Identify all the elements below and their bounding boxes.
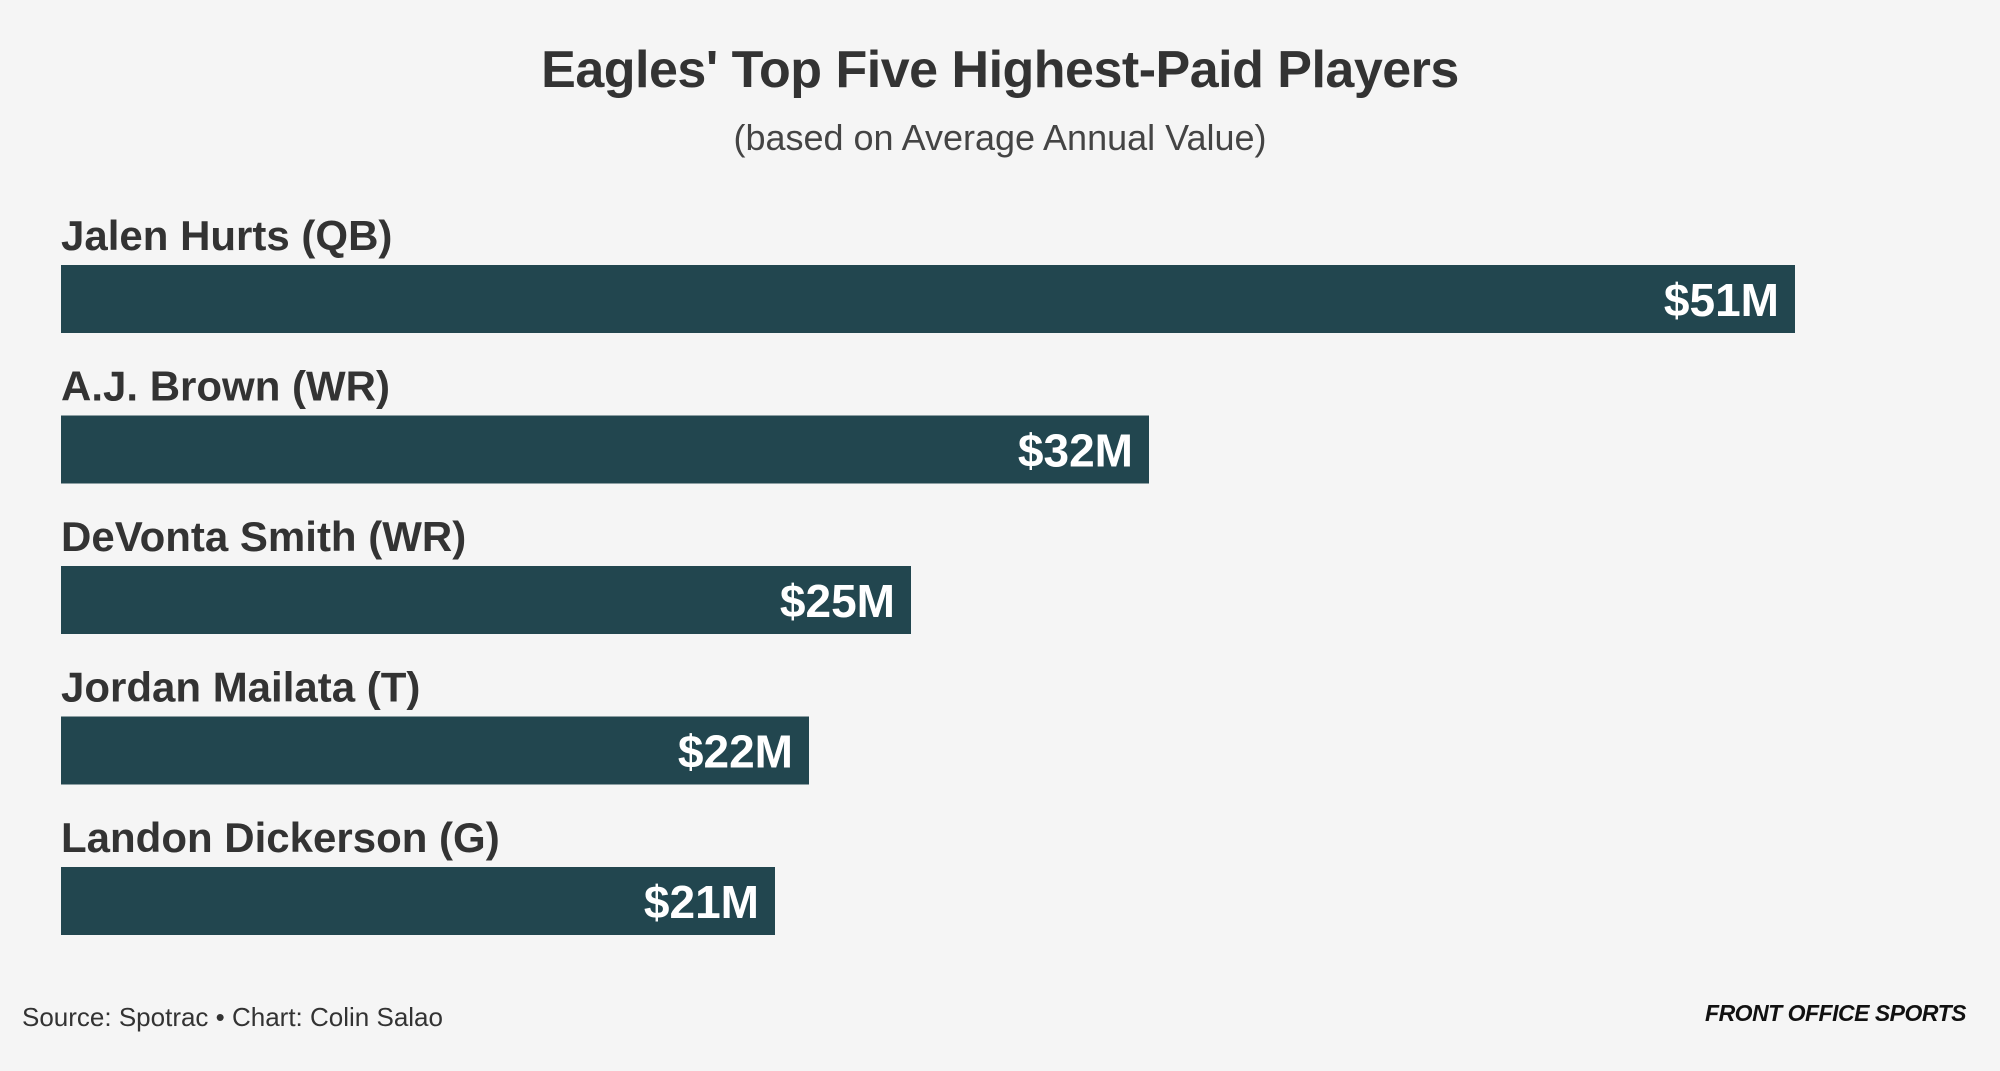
bar-value-label: $21M: [644, 876, 759, 928]
source-credit: Source: Spotrac • Chart: Colin Salao: [22, 1002, 443, 1032]
bar-value-label: $22M: [678, 726, 793, 778]
bar: [61, 566, 911, 634]
bar: [61, 265, 1795, 333]
bar-value-label: $25M: [780, 575, 895, 627]
category-label: Jordan Mailata (T): [61, 664, 420, 711]
chart-title: Eagles' Top Five Highest-Paid Players: [541, 41, 1459, 99]
category-label: DeVonta Smith (WR): [61, 513, 466, 560]
category-label: Landon Dickerson (G): [61, 814, 500, 861]
category-label: A.J. Brown (WR): [61, 363, 390, 410]
bar: [61, 716, 809, 785]
brand-logo: FRONT OFFICE SPORTS: [1705, 1000, 1966, 1026]
bar: [61, 415, 1149, 484]
category-label: Jalen Hurts (QB): [61, 212, 392, 259]
bar-value-label: $51M: [1664, 274, 1779, 326]
chart-subtitle: (based on Average Annual Value): [733, 117, 1267, 158]
bar-value-label: $32M: [1018, 425, 1133, 477]
bar: [61, 867, 775, 935]
